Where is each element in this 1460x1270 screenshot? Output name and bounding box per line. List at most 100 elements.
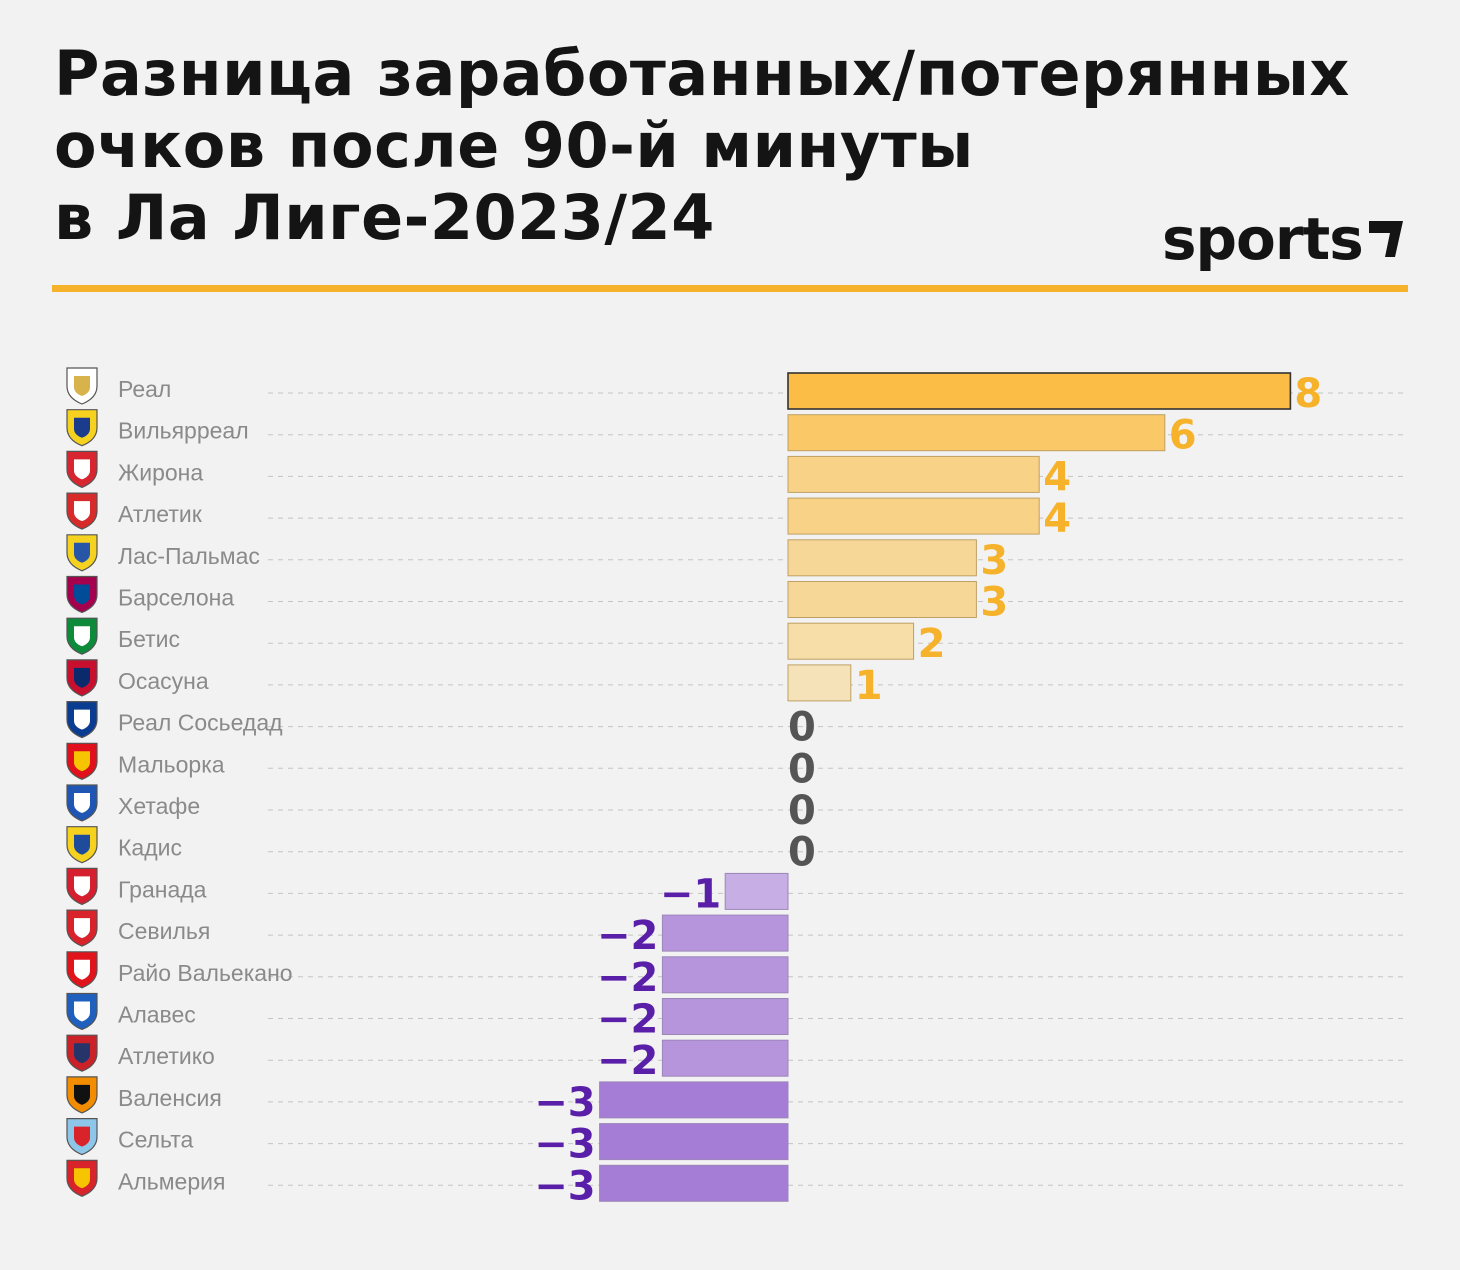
team-label: Севилья <box>118 918 210 944</box>
mallorca-crest-icon <box>66 742 98 780</box>
table-row: Реал 8 <box>66 367 1408 417</box>
table-row: Осасуна 1 <box>66 659 1408 709</box>
crest-inner <box>74 376 90 396</box>
table-row: Атлетико −2 <box>66 1034 1408 1084</box>
table-row: Сельта −3 <box>66 1117 1408 1168</box>
athletic-crest-icon <box>66 492 98 530</box>
team-label: Бетис <box>118 626 180 652</box>
data-label: 0 <box>788 705 816 751</box>
almeria-crest-icon <box>66 1159 98 1197</box>
table-row: Альмерия −3 <box>66 1159 1408 1209</box>
valencia-crest-icon <box>66 1076 98 1114</box>
table-row: Кадис 0 <box>66 826 1408 876</box>
cadiz-crest-icon <box>66 826 98 864</box>
data-label: 3 <box>980 538 1008 584</box>
table-row: Вильярреал 6 <box>66 409 1408 459</box>
bar <box>599 1123 789 1161</box>
table-row: Райо Вальекано −2 <box>66 951 1408 1001</box>
data-label: 4 <box>1043 496 1071 542</box>
crest-inner <box>74 501 90 522</box>
crest-inner <box>74 584 90 605</box>
real-madrid-crest-icon <box>66 367 98 405</box>
data-label: 0 <box>788 830 816 876</box>
bar <box>787 497 1040 535</box>
team-label: Реал Сосьедад <box>118 710 283 736</box>
atletico-crest-icon <box>66 1034 98 1072</box>
data-label: −2 <box>597 997 658 1043</box>
crest-inner <box>74 918 90 939</box>
team-label: Атлетик <box>118 501 203 527</box>
table-row: Бетис 2 <box>66 617 1408 667</box>
bar <box>661 956 789 994</box>
girona-crest-icon <box>66 450 98 489</box>
table-row: Реал Сосьедад 0 <box>66 700 1408 751</box>
data-label: 0 <box>788 788 816 834</box>
brand-wordmark: sports <box>1162 205 1364 273</box>
brand-logo: sports <box>1162 205 1405 273</box>
bar <box>599 1081 789 1119</box>
bar <box>787 414 1166 452</box>
bar <box>787 664 852 702</box>
team-label: Альмерия <box>118 1168 225 1194</box>
accent-divider <box>52 285 1408 292</box>
bar <box>661 1039 789 1077</box>
data-label: −3 <box>534 1122 595 1168</box>
table-row: Лас-Пальмас 3 <box>66 534 1408 584</box>
crest-inner <box>74 626 90 647</box>
team-label: Осасуна <box>118 668 209 694</box>
bar <box>787 539 977 577</box>
team-label: Барселона <box>118 585 234 611</box>
team-label: Мальорка <box>118 751 225 777</box>
crest-inner <box>74 667 90 688</box>
team-label: Валенсия <box>118 1085 222 1111</box>
crest-inner <box>74 459 90 480</box>
bar <box>787 455 1040 493</box>
crest-inner <box>74 959 90 980</box>
crest-inner <box>74 1001 90 1022</box>
brand-slash-icon <box>1368 221 1403 257</box>
table-row: Хетафе 0 <box>66 784 1408 834</box>
data-label: 0 <box>788 746 816 792</box>
team-label: Райо Вальекано <box>118 960 293 986</box>
crest-inner <box>74 751 90 772</box>
crest-inner <box>74 542 90 563</box>
data-label: 8 <box>1294 371 1322 417</box>
data-label: −2 <box>597 955 658 1001</box>
sevilla-crest-icon <box>66 909 98 947</box>
team-label: Алавес <box>118 1002 196 1028</box>
crest-inner <box>74 793 90 813</box>
alaves-crest-icon <box>66 992 98 1031</box>
team-label: Атлетико <box>118 1043 215 1069</box>
data-label: −3 <box>534 1080 595 1126</box>
table-row: Атлетик 4 <box>66 492 1408 542</box>
bar <box>661 914 789 952</box>
osasuna-crest-icon <box>66 659 98 697</box>
crest-inner <box>74 1168 90 1189</box>
real-sociedad-crest-icon <box>66 700 98 739</box>
data-label: 1 <box>855 663 883 709</box>
granada-crest-icon <box>66 867 98 906</box>
table-row: Валенсия −3 <box>66 1076 1408 1126</box>
crest-inner <box>74 1043 90 1064</box>
crest-inner <box>74 417 90 438</box>
data-label: 3 <box>980 580 1008 626</box>
team-label: Сельта <box>118 1127 194 1153</box>
team-label: Гранада <box>118 876 207 902</box>
table-row: Барселона 3 <box>66 575 1408 626</box>
bar <box>787 581 977 618</box>
team-label: Кадис <box>118 835 182 861</box>
bar <box>661 998 789 1035</box>
data-label: −2 <box>597 1038 658 1084</box>
data-label: −2 <box>597 913 658 959</box>
data-label: 4 <box>1043 454 1071 500</box>
barcelona-crest-icon <box>66 575 98 614</box>
table-row: Алавес −2 <box>66 992 1408 1043</box>
getafe-crest-icon <box>66 784 98 822</box>
data-label: 2 <box>918 621 946 667</box>
team-label: Вильярреал <box>118 418 249 444</box>
crest-inner <box>74 709 90 730</box>
title-line-2: очков после 90-й минуты <box>54 109 974 182</box>
table-row: Мальорка 0 <box>66 742 1408 792</box>
bar <box>599 1164 789 1202</box>
table-row: Севилья −2 <box>66 909 1408 959</box>
